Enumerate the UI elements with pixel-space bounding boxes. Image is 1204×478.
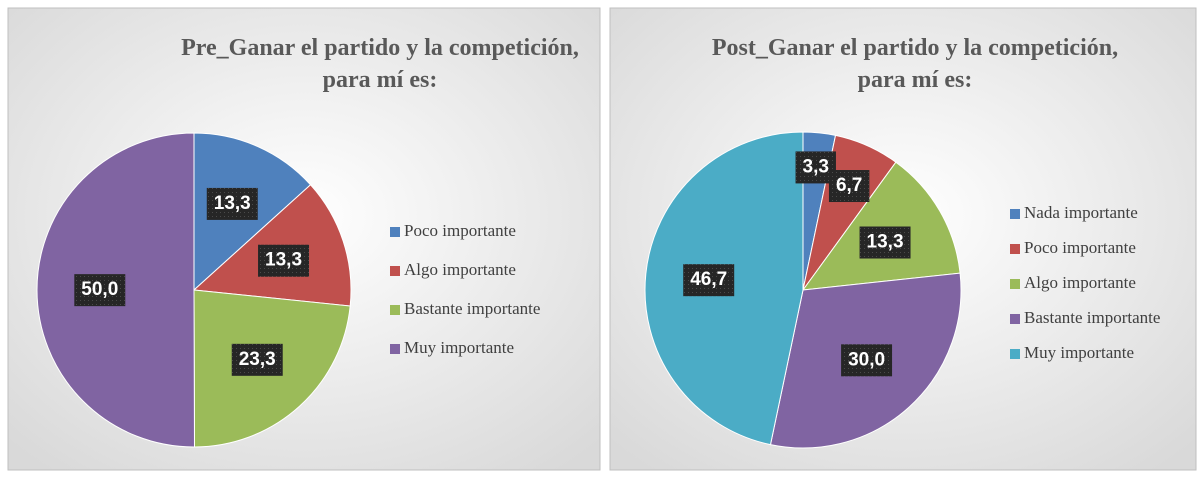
legend-label: Muy importante: [404, 338, 514, 357]
data-label: 46,7: [683, 264, 735, 297]
legend-swatch: [390, 227, 400, 237]
chart-title: Post_Ganar el partido y la competición,: [712, 35, 1118, 61]
data-label-box: [828, 170, 870, 203]
data-label-text: 23,3: [239, 349, 276, 370]
data-label-box: [859, 226, 911, 259]
legend-label: Bastante importante: [404, 299, 540, 318]
legend-label: Muy importante: [1024, 343, 1134, 362]
legend-swatch: [390, 344, 400, 354]
data-label-box: [258, 244, 310, 277]
data-label-box: [231, 343, 283, 376]
data-label-text: 13,3: [265, 250, 302, 271]
legend: Poco importante Algo importante Bastante i…: [390, 221, 540, 357]
data-label-text: 6,7: [836, 175, 862, 196]
data-label: 13,3: [206, 187, 258, 220]
chart-title: para mí es:: [323, 67, 438, 93]
legend: Nada importante Poco importante Algo impor…: [1010, 203, 1160, 362]
data-label: 30,0: [841, 344, 893, 377]
legend-label: Algo importante: [1024, 273, 1136, 292]
legend-swatch: [1010, 349, 1020, 359]
legend-swatch: [1010, 314, 1020, 324]
data-label-text: 30,0: [848, 349, 885, 370]
chart-title: para mí es:: [858, 67, 973, 93]
data-label-text: 3,3: [803, 156, 829, 177]
legend-swatch: [1010, 279, 1020, 289]
data-label-box: [683, 264, 735, 297]
data-label-text: 50,0: [81, 279, 118, 300]
data-label: 50,0: [74, 274, 126, 307]
legend-swatch: [1010, 244, 1020, 254]
data-label: 6,7: [828, 170, 870, 203]
legend-swatch: [1010, 209, 1020, 219]
chart-title: Pre_Ganar el partido y la competición,: [181, 35, 579, 61]
legend-swatch: [390, 266, 400, 276]
legend-label: Poco importante: [1024, 238, 1136, 257]
data-label-box: [206, 187, 258, 220]
data-label-box: [74, 274, 126, 307]
legend-label: Algo importante: [404, 260, 516, 279]
data-label-text: 13,3: [214, 193, 251, 214]
pie-slice: [801, 161, 961, 291]
legend-label: Poco importante: [404, 221, 516, 240]
data-label-text: 46,7: [690, 269, 727, 290]
data-label: 13,3: [859, 226, 911, 259]
data-label: 3,3: [795, 151, 836, 184]
data-label: 23,3: [231, 343, 283, 376]
legend-swatch: [390, 305, 400, 315]
data-label: 13,3: [258, 244, 310, 277]
data-label-box: [841, 344, 893, 377]
data-label-text: 13,3: [867, 232, 904, 253]
legend-label: Bastante importante: [1024, 308, 1160, 327]
legend-label: Nada importante: [1024, 203, 1138, 222]
